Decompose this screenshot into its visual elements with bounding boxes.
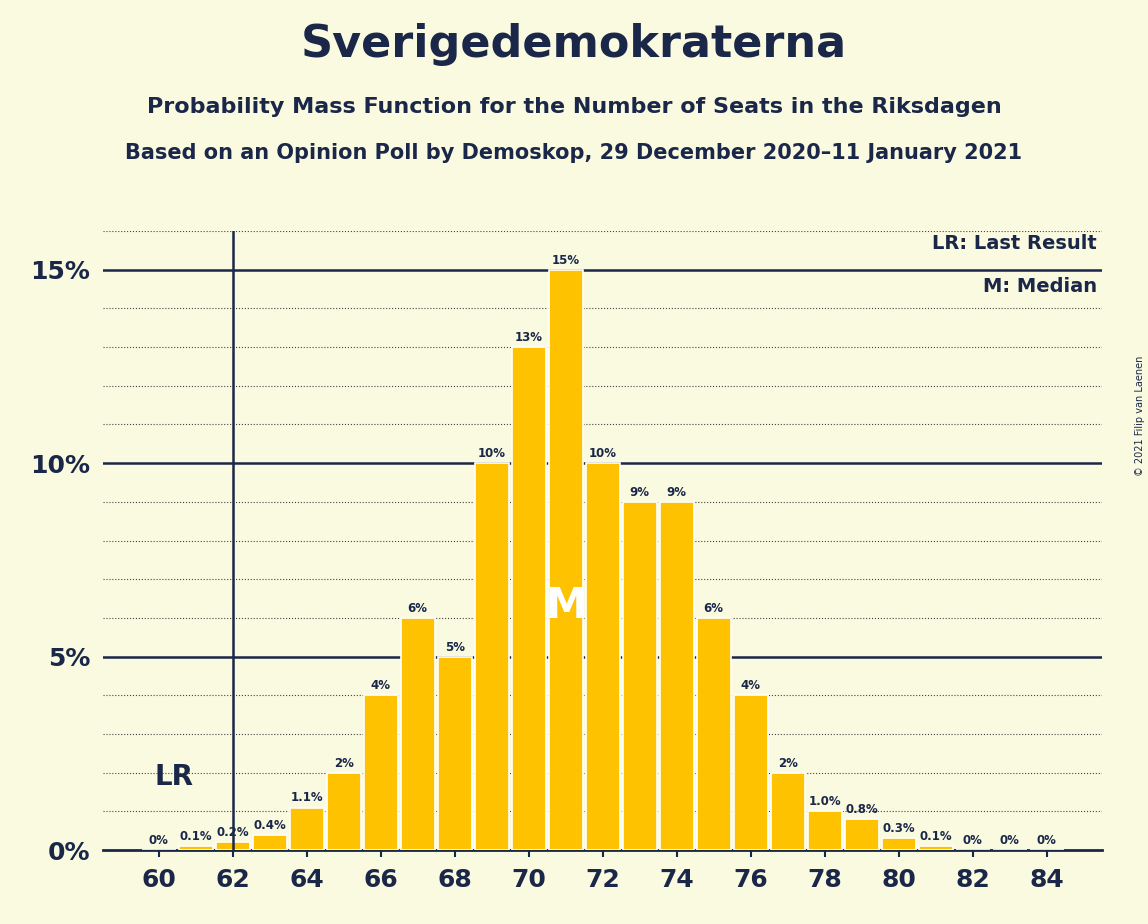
Text: 0.1%: 0.1% — [920, 830, 952, 843]
Bar — [327, 772, 360, 850]
Text: 13%: 13% — [514, 331, 543, 344]
Text: 4%: 4% — [740, 679, 761, 692]
Bar — [845, 819, 878, 850]
Bar — [216, 843, 250, 850]
Text: 15%: 15% — [552, 253, 580, 267]
Bar — [622, 502, 657, 850]
Bar — [512, 347, 545, 850]
Text: 2%: 2% — [334, 757, 354, 770]
Text: 0%: 0% — [1000, 834, 1019, 847]
Bar — [401, 618, 435, 850]
Text: 5%: 5% — [444, 640, 465, 653]
Text: 6%: 6% — [408, 602, 428, 614]
Text: 0%: 0% — [149, 834, 169, 847]
Text: 0.4%: 0.4% — [254, 819, 286, 832]
Bar — [253, 834, 287, 850]
Text: 0%: 0% — [1037, 834, 1056, 847]
Text: LR: LR — [154, 762, 193, 791]
Text: 9%: 9% — [667, 486, 687, 499]
Text: 0.1%: 0.1% — [179, 830, 212, 843]
Text: © 2021 Filip van Laenen: © 2021 Filip van Laenen — [1135, 356, 1145, 476]
Bar — [734, 695, 768, 850]
Text: 2%: 2% — [777, 757, 798, 770]
Text: 0%: 0% — [963, 834, 983, 847]
Text: LR: Last Result: LR: Last Result — [932, 234, 1097, 253]
Text: 1.1%: 1.1% — [290, 792, 323, 805]
Bar — [808, 811, 841, 850]
Bar — [585, 463, 620, 850]
Bar — [179, 846, 212, 850]
Bar — [437, 657, 472, 850]
Text: 4%: 4% — [371, 679, 390, 692]
Bar — [770, 772, 805, 850]
Text: M: M — [545, 585, 587, 627]
Text: Based on an Opinion Poll by Demoskop, 29 December 2020–11 January 2021: Based on an Opinion Poll by Demoskop, 29… — [125, 143, 1023, 164]
Text: 0.3%: 0.3% — [883, 822, 915, 835]
Bar — [475, 463, 509, 850]
Text: Probability Mass Function for the Number of Seats in the Riksdagen: Probability Mass Function for the Number… — [147, 97, 1001, 117]
Text: 10%: 10% — [478, 447, 506, 460]
Bar — [918, 846, 953, 850]
Bar — [660, 502, 693, 850]
Text: Sverigedemokraterna: Sverigedemokraterna — [301, 23, 847, 67]
Bar — [697, 618, 730, 850]
Bar — [289, 808, 324, 850]
Text: 6%: 6% — [704, 602, 723, 614]
Text: 1.0%: 1.0% — [808, 796, 841, 808]
Bar — [364, 695, 397, 850]
Bar — [549, 270, 583, 850]
Text: 9%: 9% — [630, 486, 650, 499]
Text: 10%: 10% — [589, 447, 616, 460]
Bar — [882, 838, 916, 850]
Text: 0.2%: 0.2% — [217, 826, 249, 839]
Text: 0.8%: 0.8% — [845, 803, 878, 816]
Text: M: Median: M: Median — [983, 277, 1097, 297]
